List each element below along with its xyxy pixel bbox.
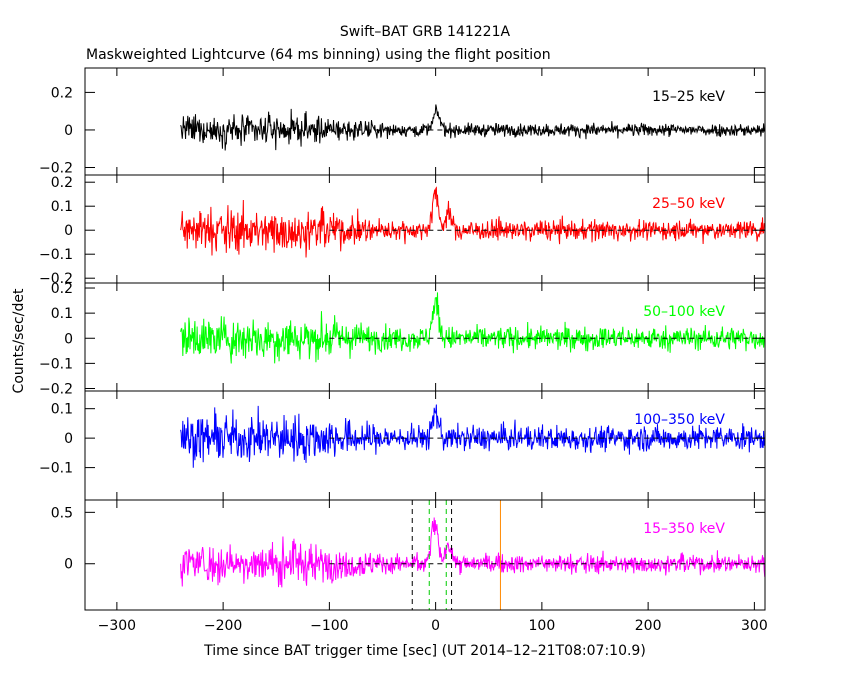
panel-frame <box>84 390 766 501</box>
y-tick-label: 0.1 <box>51 199 73 215</box>
y-tick-label: 0.1 <box>51 306 73 322</box>
chart-subtitle: Maskweighted Lightcurve (64 ms binning) … <box>86 47 551 63</box>
panel-25-50: −0.2 −0.1 0 0.1 0.2 25–50 keV <box>39 174 766 287</box>
y-tick-label: 0 <box>64 223 73 239</box>
x-tick-label: 200 <box>635 618 662 634</box>
y-tick-label: −0.1 <box>39 247 73 263</box>
x-tick-label: 300 <box>741 618 768 634</box>
band-label: 15–25 keV <box>652 89 725 105</box>
y-tick-label: −0.2 <box>39 160 73 176</box>
y-tick-label: −0.1 <box>39 461 73 477</box>
x-tick-label: 100 <box>529 618 556 634</box>
y-tick-label: 0.2 <box>51 175 73 191</box>
x-tick-label: 0 <box>431 618 440 634</box>
band-label: 50–100 keV <box>643 304 725 320</box>
y-axis-label: Counts/sec/det <box>11 288 27 393</box>
y-tick-label: 0 <box>64 557 73 573</box>
panel-50-100: −0.2 −0.1 0 0.1 0.2 50–100 keV <box>39 281 766 397</box>
x-tick-label: −300 <box>98 618 136 634</box>
x-axis-label: Time since BAT trigger time [sec] (UT 20… <box>203 643 646 659</box>
series-50-100 <box>180 292 765 364</box>
series-100-350 <box>180 404 765 468</box>
y-tick-label: 0 <box>64 331 73 347</box>
y-tick-label: 0 <box>64 431 73 447</box>
y-tick-label: 0 <box>64 123 73 139</box>
band-label: 25–50 keV <box>652 196 725 212</box>
series-25-50 <box>180 186 765 258</box>
x-tick-label: −200 <box>204 618 242 634</box>
chart-title: Swift–BAT GRB 141221A <box>340 24 511 40</box>
band-label: 15–350 keV <box>643 521 725 537</box>
y-tick-label: 0.2 <box>51 281 73 297</box>
band-label: 100–350 keV <box>634 412 725 428</box>
series-15-25 <box>180 104 765 151</box>
y-tick-label: −0.2 <box>39 381 73 397</box>
y-tick-label: 0.1 <box>51 402 73 418</box>
y-tick-label: −0.2 <box>39 271 73 287</box>
panel-100-350: −0.1 0 0.1 100–350 keV <box>39 390 766 501</box>
y-tick-label: −0.1 <box>39 356 73 372</box>
y-tick-label: 0.5 <box>51 505 73 521</box>
x-tick-label: −100 <box>310 618 348 634</box>
panels-layer: −0.2 0 0.2 15–25 keV −0.2 −0.1 0 0.1 0.2 25–50 ke… <box>39 67 768 634</box>
panel-15-25: −0.2 0 0.2 15–25 keV <box>39 67 766 176</box>
panel-15-350: 0 0.5 15–350 keV <box>51 499 766 611</box>
panel-frame <box>84 499 766 611</box>
y-tick-label: 0.2 <box>51 85 73 101</box>
